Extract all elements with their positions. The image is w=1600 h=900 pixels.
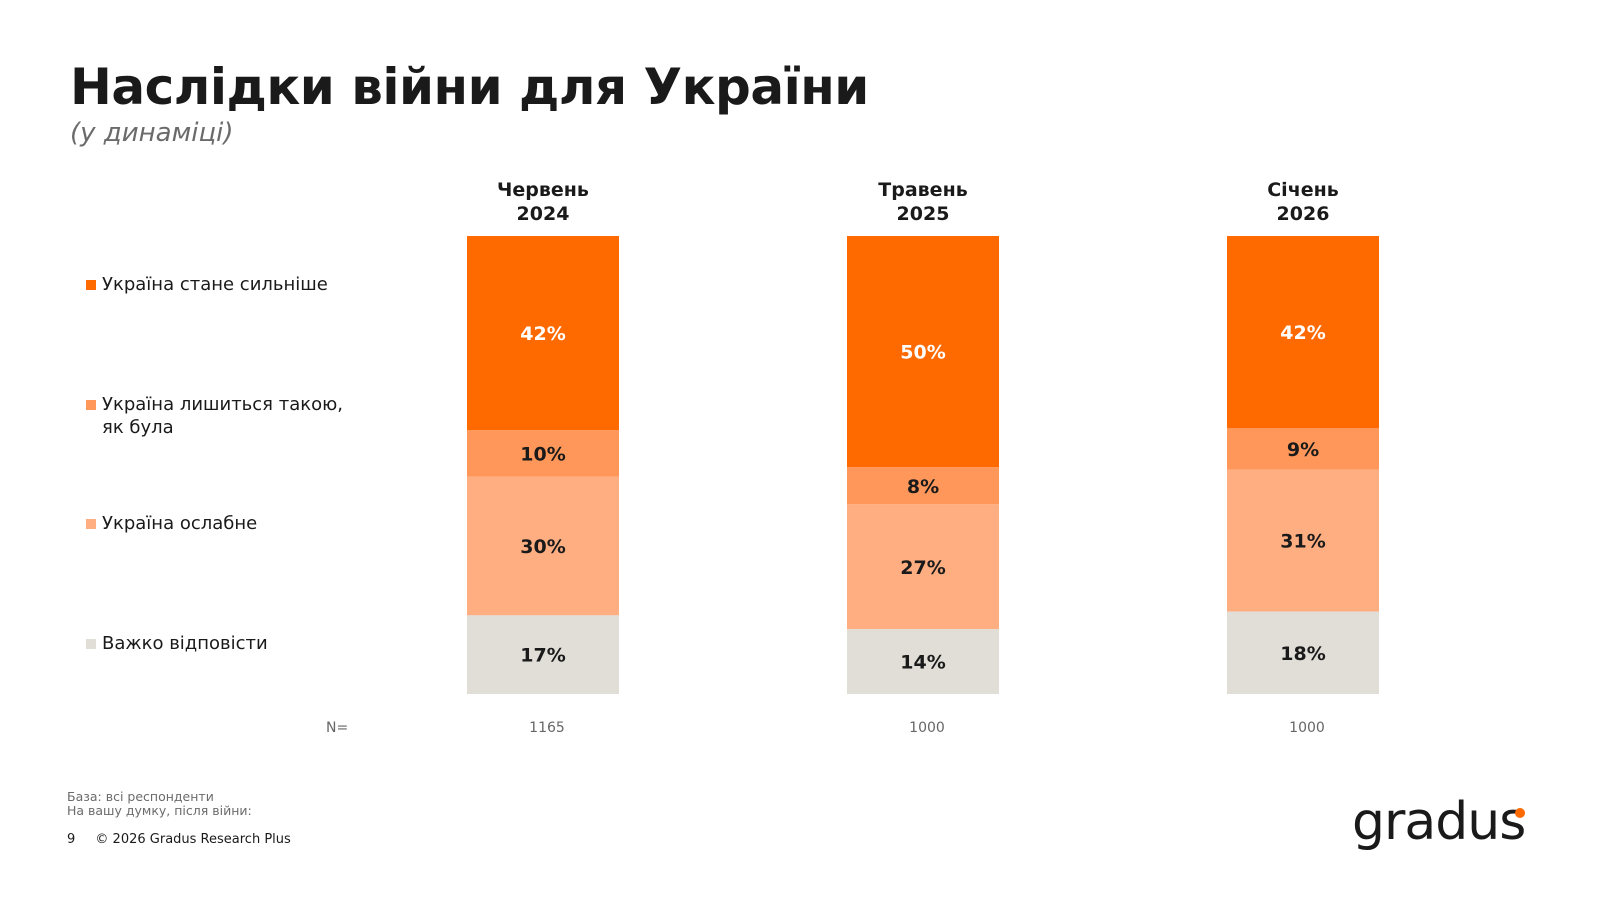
legend-label: Україна ослабне [102, 513, 258, 534]
legend-label: Україна лишиться такою, [102, 394, 344, 415]
data-label: 42% [1280, 322, 1325, 344]
data-label: 10% [520, 443, 565, 465]
bar-segment [467, 236, 619, 431]
bar-segment [1227, 469, 1379, 612]
period-header-line: Травень [878, 179, 968, 201]
page-number: 9 [67, 832, 76, 847]
data-label: 14% [900, 652, 945, 674]
period-header-line: Червень [497, 179, 589, 201]
data-label: 18% [1280, 643, 1325, 665]
data-label: 42% [520, 323, 565, 345]
data-label: 8% [907, 476, 939, 498]
bar-segment [467, 615, 619, 694]
bar-segment [847, 236, 999, 468]
footer: 9 © 2026 Gradus Research Plus [67, 832, 291, 847]
footnote-question: На вашу думку, після війни: [67, 803, 252, 818]
data-label: 9% [1287, 439, 1319, 461]
legend-item: Україна стане сильніше [86, 273, 356, 296]
legend-label: Україна стане сильніше [102, 274, 328, 295]
data-label: 50% [900, 342, 945, 364]
period-header-line: 2025 [896, 203, 950, 225]
data-label: 27% [900, 557, 945, 579]
sample-size: 1000 [1289, 720, 1325, 736]
legend-item: Важко відповісти [86, 632, 356, 655]
bar-segment [467, 476, 619, 616]
period-header-line: 2024 [516, 203, 570, 225]
period-header: Червень 2024 [467, 178, 619, 226]
legend-item: Україна ослабне [86, 512, 356, 535]
legend-swatch [86, 280, 96, 290]
legend-item: Україна лишиться такою, як була [86, 393, 356, 439]
period-header-line: Січень [1267, 179, 1339, 201]
gradus-logo: gradus [1352, 792, 1526, 852]
legend-label: як була [102, 417, 174, 438]
bar-segment [1227, 236, 1379, 429]
legend-swatch [86, 400, 96, 410]
bar-segment [847, 504, 999, 630]
page-subtitle: (у динаміці) [70, 118, 234, 148]
data-label: 30% [520, 536, 565, 558]
period-header: Травень 2025 [847, 178, 999, 226]
bar-segment [1227, 428, 1379, 470]
copyright: © 2026 Gradus Research Plus [95, 832, 291, 847]
bar-segment [1227, 611, 1379, 694]
sample-size: 1165 [529, 720, 565, 736]
period-header: Січень 2026 [1227, 178, 1379, 226]
legend-swatch [86, 519, 96, 529]
period-header-line: 2026 [1276, 203, 1330, 225]
legend-label: Важко відповісти [102, 633, 268, 654]
bar-segment [847, 629, 999, 694]
logo-dot [1515, 808, 1525, 818]
footnote-base: База: всі респонденти [67, 789, 214, 804]
sample-size: 1000 [909, 720, 945, 736]
bar-segment [847, 467, 999, 505]
legend-swatch [86, 639, 96, 649]
data-label: 31% [1280, 531, 1325, 553]
bar-segment [467, 430, 619, 477]
page-title: Наслідки війни для України [70, 58, 869, 116]
data-label: 17% [520, 645, 565, 667]
n-label: N= [326, 720, 349, 736]
